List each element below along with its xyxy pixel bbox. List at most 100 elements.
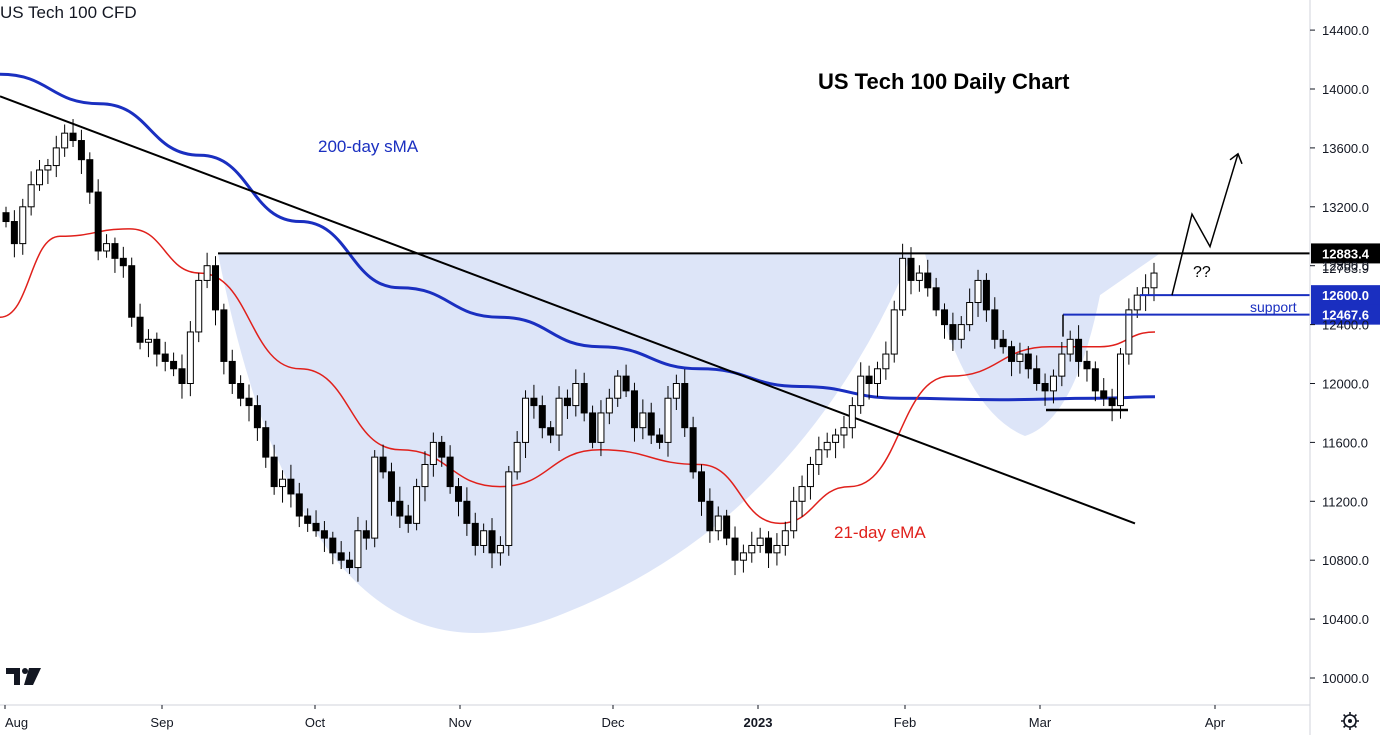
- candle-body: [245, 397, 253, 407]
- chart-labels: 12883.4 12600.0 12467.6 12783.9: [1311, 243, 1380, 325]
- candle-body: [731, 537, 739, 561]
- last-price-label: 12783.9: [1322, 261, 1369, 276]
- candle-body: [2, 212, 10, 223]
- candle-body: [421, 463, 429, 488]
- question-label: ??: [1193, 264, 1211, 281]
- candle-body: [572, 383, 580, 407]
- candle-body: [1075, 338, 1083, 362]
- candle-body: [672, 383, 680, 399]
- candle-body: [563, 397, 571, 407]
- candle-body: [647, 412, 655, 436]
- candle-body: [1100, 390, 1108, 399]
- candle-body: [94, 191, 102, 252]
- candle-body: [128, 265, 136, 318]
- candle-body: [429, 441, 437, 465]
- candle-body: [614, 375, 622, 399]
- candle-body: [136, 316, 144, 343]
- candle-body: [798, 486, 806, 502]
- price-label-text: 12883.4: [1322, 246, 1370, 261]
- candle-body: [1133, 294, 1141, 311]
- ema21-line: [0, 228, 1156, 525]
- candle-body: [790, 500, 798, 532]
- ema-label: 21-day eMA: [834, 523, 926, 542]
- y-tick-label: 10000.0: [1322, 671, 1369, 686]
- trendline: [0, 95, 1136, 525]
- candle-body: [337, 552, 345, 561]
- candle-body: [924, 272, 932, 289]
- candle-body: [103, 243, 111, 252]
- y-tick-label: 10400.0: [1322, 612, 1369, 627]
- candle-body: [806, 463, 814, 488]
- candle-body: [69, 132, 77, 142]
- y-tick-label: 12800.0: [1322, 259, 1369, 274]
- x-tick-label: Sep: [150, 715, 173, 730]
- x-tick-label: Oct: [305, 715, 326, 730]
- sma-label: 200-day sMA: [318, 137, 419, 156]
- candle-body: [932, 287, 940, 311]
- candle-body: [320, 530, 328, 539]
- projection-path: [1171, 153, 1239, 296]
- candle-body: [873, 368, 881, 384]
- y-tick-label: 12000.0: [1322, 377, 1369, 392]
- candle-body: [689, 427, 697, 473]
- x-tick-label: Feb: [894, 715, 916, 730]
- candle-body: [538, 405, 546, 429]
- candle-body: [815, 449, 823, 465]
- y-tick-label: 10800.0: [1322, 553, 1369, 568]
- candle-body: [865, 375, 873, 385]
- candle-body: [622, 375, 630, 392]
- candle-body: [748, 544, 756, 554]
- projection-arrowhead: [1229, 152, 1243, 165]
- candle-body: [270, 456, 278, 488]
- candle-body: [346, 559, 354, 569]
- candle-body: [253, 405, 261, 429]
- candle-body: [630, 390, 638, 429]
- candle-body: [756, 537, 764, 546]
- candle-body: [681, 383, 689, 429]
- cup-shape: [218, 253, 912, 633]
- candle-body: [446, 456, 454, 488]
- cup-shading: [218, 253, 1160, 633]
- candle-body: [739, 552, 747, 561]
- candle-body: [840, 427, 848, 436]
- candle-body: [890, 309, 898, 355]
- candle-body: [144, 338, 152, 343]
- x-tick-label: 2023: [744, 715, 773, 730]
- candle-body: [991, 309, 999, 340]
- indicator-lines: [0, 72, 1156, 525]
- candle-body: [1108, 397, 1116, 407]
- candle-body: [698, 471, 706, 502]
- candle-body: [1150, 272, 1158, 289]
- candle-body: [982, 279, 990, 311]
- candle-body: [899, 257, 907, 311]
- candle-body: [1083, 360, 1091, 370]
- y-tick-label: 12400.0: [1322, 318, 1369, 333]
- candle-body: [404, 515, 412, 524]
- candle-body: [857, 375, 865, 407]
- x-tick-label: Aug: [5, 715, 28, 730]
- candle-body: [781, 530, 789, 546]
- candle-body: [915, 272, 923, 281]
- candle-body: [44, 165, 52, 171]
- x-tick-label: Apr: [1205, 715, 1226, 730]
- candle-body: [237, 383, 245, 399]
- candle-body: [597, 412, 605, 443]
- level-lines: [218, 152, 1310, 412]
- candle-body: [639, 412, 647, 429]
- candle-body: [379, 456, 387, 473]
- candle-body: [36, 169, 44, 186]
- y-tick-label: 11600.0: [1322, 435, 1368, 450]
- candle-body: [1049, 375, 1057, 392]
- candle-body: [522, 397, 530, 443]
- candle-body: [723, 515, 731, 539]
- y-tick-label: 13200.0: [1322, 200, 1369, 215]
- gear-icon[interactable]: [1341, 712, 1359, 730]
- candle-body: [823, 441, 831, 451]
- chart-title: US Tech 100 Daily Chart: [818, 69, 1070, 94]
- candle-body: [1091, 368, 1099, 392]
- candle-body: [547, 427, 555, 436]
- candle-body: [153, 338, 161, 355]
